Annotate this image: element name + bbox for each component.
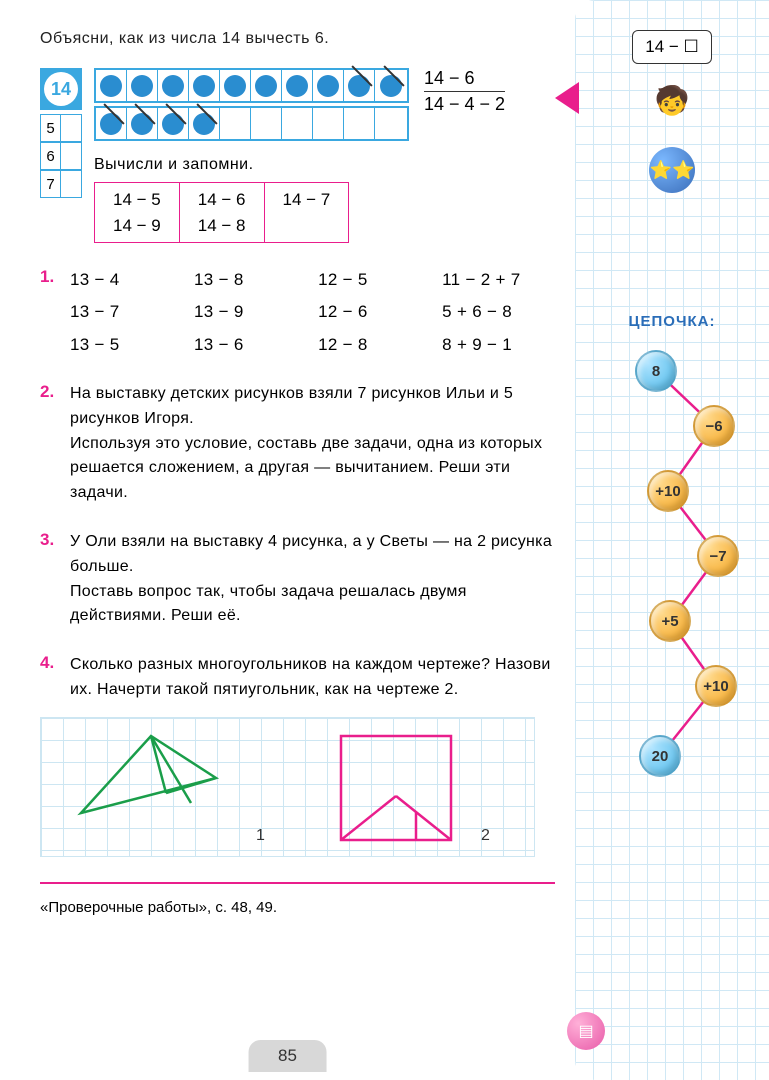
sidebar: 14 − ☐ 🧒 ⭐⭐ ЦЕПОЧКА: 8−6+10−7+5+1020 ▤: [575, 0, 769, 1080]
arrow-icon: [555, 82, 579, 114]
star-badge-icon: ⭐⭐: [649, 147, 695, 193]
subtitle: Вычисли и запомни.: [94, 156, 555, 174]
shape-label-2: 2: [481, 827, 490, 844]
chain: 8−6+10−7+5+1020: [605, 350, 759, 800]
book-icon: ▤: [567, 1012, 605, 1050]
chain-node: −7: [697, 535, 739, 577]
chain-node: +10: [647, 470, 689, 512]
equation-bottom: 14 − 4 − 2: [424, 91, 505, 115]
top-section: 14 5 6 7 14 − 6 14 − 4 − 2 Вычисли и зап…: [40, 68, 555, 243]
problem-2: 2. На выставку детских рисунков взяли 7 …: [40, 382, 555, 506]
problem-1: 1. 13 − 413 − 812 − 511 − 2 + 713 − 713 …: [40, 267, 555, 358]
problem-number: 4.: [40, 653, 60, 703]
chain-node: −6: [693, 405, 735, 447]
shape-label-1: 1: [256, 827, 265, 844]
side-cell: 7: [40, 170, 82, 198]
sidebar-box: 14 − ☐: [632, 30, 712, 64]
problem-number: 3.: [40, 530, 60, 629]
problem-3: 3. У Оли взяли на выставку 4 рисунка, а …: [40, 530, 555, 629]
dot-row: [94, 68, 409, 103]
equation-top: 14 − 6: [424, 68, 505, 89]
problem-body: У Оли взяли на выставку 4 рисунка, а у С…: [70, 530, 555, 629]
side-cell: 5: [40, 114, 82, 142]
equation-block: 14 − 6 14 − 4 − 2: [424, 68, 505, 115]
chain-title: ЦЕПОЧКА:: [585, 313, 759, 330]
shapes-grid: 1 2: [40, 717, 535, 857]
page-number: 85: [248, 1040, 327, 1072]
pink-table: 14 − 514 − 914 − 614 − 814 − 7: [94, 182, 349, 243]
badge-number: 14: [44, 72, 78, 106]
problem-4: 4. Сколько разных многоугольников на каж…: [40, 653, 555, 703]
side-cell: 6: [40, 142, 82, 170]
chain-node: 8: [635, 350, 677, 392]
main-page: Объясни, как из числа 14 вычесть 6. 14 5…: [0, 0, 575, 1080]
chain-node: 20: [639, 735, 681, 777]
problem-number: 1.: [40, 267, 60, 358]
dots-area: 14 − 6 14 − 4 − 2 Вычисли и запомни. 14 …: [94, 68, 555, 243]
chain-node: +10: [695, 665, 737, 707]
problem-body: 13 − 413 − 812 − 511 − 2 + 713 − 713 − 9…: [70, 267, 555, 358]
intro-text: Объясни, как из числа 14 вычесть 6.: [40, 30, 555, 48]
footer-text: «Проверочные работы», с. 48, 49.: [40, 882, 555, 916]
number-column: 14 5 6 7: [40, 68, 82, 243]
problem-number: 2.: [40, 382, 60, 506]
problem-body: На выставку детских рисунков взяли 7 рис…: [70, 382, 555, 506]
problem-body: Сколько разных многоугольников на каждом…: [70, 653, 555, 703]
number-badge: 14: [40, 68, 82, 110]
shapes-svg: 1 2: [41, 718, 536, 858]
dot-row: [94, 106, 409, 141]
chain-node: +5: [649, 600, 691, 642]
kid-icon: 🧒: [585, 84, 759, 117]
